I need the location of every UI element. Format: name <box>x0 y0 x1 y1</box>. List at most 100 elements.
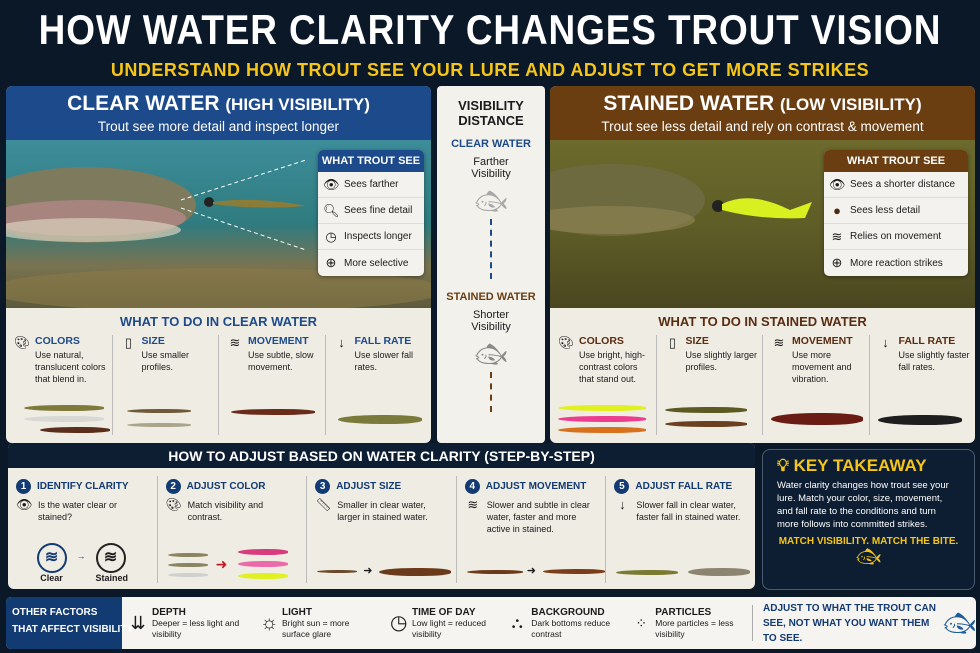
rocks-icon: ⛬ <box>511 614 523 632</box>
clear-heading-note: (HIGH VISIBILITY) <box>225 95 370 114</box>
stained-heading: STAINED WATER <box>603 92 775 115</box>
lure-images <box>121 405 215 435</box>
clock-icon: ◷ <box>325 228 337 244</box>
page-title: HOW WATER CLARITY CHANGES TROUT VISION <box>38 6 942 53</box>
stained-todo-list: 🎨︎ COLORS Use bright, high-contrast colors… <box>550 335 975 435</box>
stained-what-trout-see-box: WHAT TROUT SEE 👁 Sees a shorter distance … <box>824 150 968 276</box>
lure-image <box>317 570 358 573</box>
dot-icon: ● <box>833 203 841 218</box>
see-item: 👁 Sees a shorter distance <box>824 172 968 198</box>
clear-water-trout-photo: WHAT TROUT SEE 👁 Sees farther 🔍︎ Sees fine… <box>6 140 431 308</box>
key-body: Water clarity changes how trout see your… <box>777 480 949 530</box>
lure-image <box>237 573 288 579</box>
waves-icon: ≋ <box>467 497 479 512</box>
clear-heading: CLEAR WATER <box>67 92 220 115</box>
lure-image <box>558 427 646 433</box>
key-takeaway-box: 💡︎ KEY TAKEAWAY Water clarity changes ho… <box>762 449 975 590</box>
see-item: ⊕ More reaction strikes <box>824 250 968 276</box>
closing-message: ADJUST TO WHAT THE TROUT CAN SEE, NOT WH… <box>763 602 936 644</box>
lure-image <box>167 573 208 577</box>
fish-icon: 🐟︎ <box>943 607 976 638</box>
particles-icon: ⁘ <box>635 614 648 631</box>
visibility-distance-column: VISIBILITY DISTANCE CLEAR WATER Farther … <box>437 86 545 443</box>
factor-particles: ⁘ PARTICLES More particles = less visibili… <box>625 607 748 640</box>
lure-image <box>558 416 646 422</box>
lure-images <box>664 405 759 435</box>
clear-water-panel: CLEAR WATER (HIGH VISIBILITY) Trout see … <box>6 86 431 443</box>
lure-images <box>334 409 428 435</box>
lure-image <box>379 568 452 576</box>
page-subtitle: UNDERSTAND HOW TROUT SEE YOUR LURE AND A… <box>110 60 870 80</box>
todo-size: ▯ SIZE Use slightly larger profiles. <box>657 335 763 435</box>
see-item: ◷ Inspects longer <box>318 224 424 250</box>
down-arrow-icon: ↓ <box>338 335 345 350</box>
lure-images: ➜ <box>166 547 299 583</box>
crosshair-icon: ⊕ <box>325 255 337 270</box>
step-4: 4 ADJUST MOVEMENT ≋ Slower and subtle in c… <box>457 476 607 583</box>
distance-stained-desc: Shorter Visibility <box>471 309 511 333</box>
key-title: KEY TAKEAWAY <box>793 456 927 475</box>
palette-icon: 🎨︎ <box>558 335 575 350</box>
eye-icon: 👁 <box>829 176 846 192</box>
lure-image <box>24 405 104 411</box>
lure-image <box>664 421 747 427</box>
palette-icon: 🎨︎ <box>14 335 31 350</box>
distance-stained-label: STAINED WATER <box>446 291 536 303</box>
arrow-icon: → <box>76 551 86 561</box>
eye-icon: 👁 <box>16 497 33 512</box>
lure-images <box>558 403 652 435</box>
lightbulb-icon: 💡︎ <box>777 456 789 475</box>
step-5: 5 ADJUST FALL RATE ↓ Slower fall in clear … <box>606 476 755 583</box>
palette-icon: 🎨︎ <box>165 497 183 512</box>
other-factors-title: OTHER FACTORS THAT AFFECT VISIBILITY <box>6 597 133 649</box>
stained-header: STAINED WATER (LOW VISIBILITY) Trout see… <box>550 86 975 140</box>
steps-title: HOW TO ADJUST BASED ON WATER CLARITY (ST… <box>8 443 755 468</box>
clear-subheading: Trout see more detail and inspect longer <box>97 119 340 134</box>
down-arrow-icon: ↓ <box>619 497 626 512</box>
factor-background: ⛬ BACKGROUND Dark bottoms reduce contrast <box>501 607 625 640</box>
ruler-icon: ▯ <box>668 335 677 350</box>
lure-image <box>337 415 422 424</box>
dashed-arrow <box>490 372 492 412</box>
lure-image <box>40 427 110 433</box>
stained-water-icon: ≋ <box>95 543 126 573</box>
lure-image <box>466 570 523 574</box>
see-item: ≋ Relies on movement <box>824 224 968 250</box>
stained-heading-note: (LOW VISIBILITY) <box>779 95 922 114</box>
divider <box>752 605 753 641</box>
see-box-title: WHAT TROUT SEE <box>318 150 424 172</box>
clear-what-trout-see-box: WHAT TROUT SEE 👁 Sees farther 🔍︎ Sees fine… <box>318 150 424 276</box>
clear-header: CLEAR WATER (HIGH VISIBILITY) Trout see … <box>6 86 431 140</box>
stained-water-panel: STAINED WATER (LOW VISIBILITY) Trout see… <box>550 86 975 443</box>
todo-movement: ≋ MOVEMENT Use more movement and vibration… <box>763 335 870 435</box>
clock-icon: ◷ <box>389 611 408 634</box>
distance-clear-label: CLEAR WATER <box>451 138 531 150</box>
trout-illustration <box>550 164 812 236</box>
lure-image <box>688 568 751 576</box>
magnifier-icon: 🔍︎ <box>323 202 340 218</box>
sun-icon: ☼ <box>259 611 279 634</box>
lure-images: ➜ <box>465 561 605 583</box>
arrow-icon: ➜ <box>215 556 228 572</box>
ruler-icon: ▯ <box>124 335 133 350</box>
todo-size: ▯ SIZE Use smaller profiles. <box>113 335 219 435</box>
crosshair-icon: ⊕ <box>831 255 843 270</box>
lure-image <box>237 561 288 567</box>
lure-image <box>237 549 288 555</box>
lure-images <box>14 403 110 435</box>
lure-image <box>771 413 863 425</box>
fish-icon: 🐟︎ <box>855 546 882 568</box>
lure-image <box>877 415 962 425</box>
fish-icon: 🐟︎ <box>474 339 508 369</box>
step-1: 1 IDENTIFY CLARITY 👁 Is the water clear or… <box>8 476 158 583</box>
factor-time-of-day: ◷ TIME OF DAY Low light = reduced visibili… <box>389 606 486 639</box>
see-box-title: WHAT TROUT SEE <box>824 150 968 172</box>
step-2: 2 ADJUST COLOR 🎨︎ Match visibility and con… <box>158 476 308 583</box>
trout-illustration <box>6 159 431 308</box>
lure-image <box>231 409 315 415</box>
lure-images <box>771 407 865 435</box>
factor-depth: ⇊ DEPTH Deeper = less light and visibility <box>130 606 240 639</box>
stained-subheading: Trout see less detail and rely on contra… <box>601 119 924 134</box>
stained-todo-title: WHAT TO DO IN STAINED WATER <box>658 314 867 329</box>
other-factors-bar: OTHER FACTORS THAT AFFECT VISIBILITY ⇊ DEP… <box>6 597 976 649</box>
